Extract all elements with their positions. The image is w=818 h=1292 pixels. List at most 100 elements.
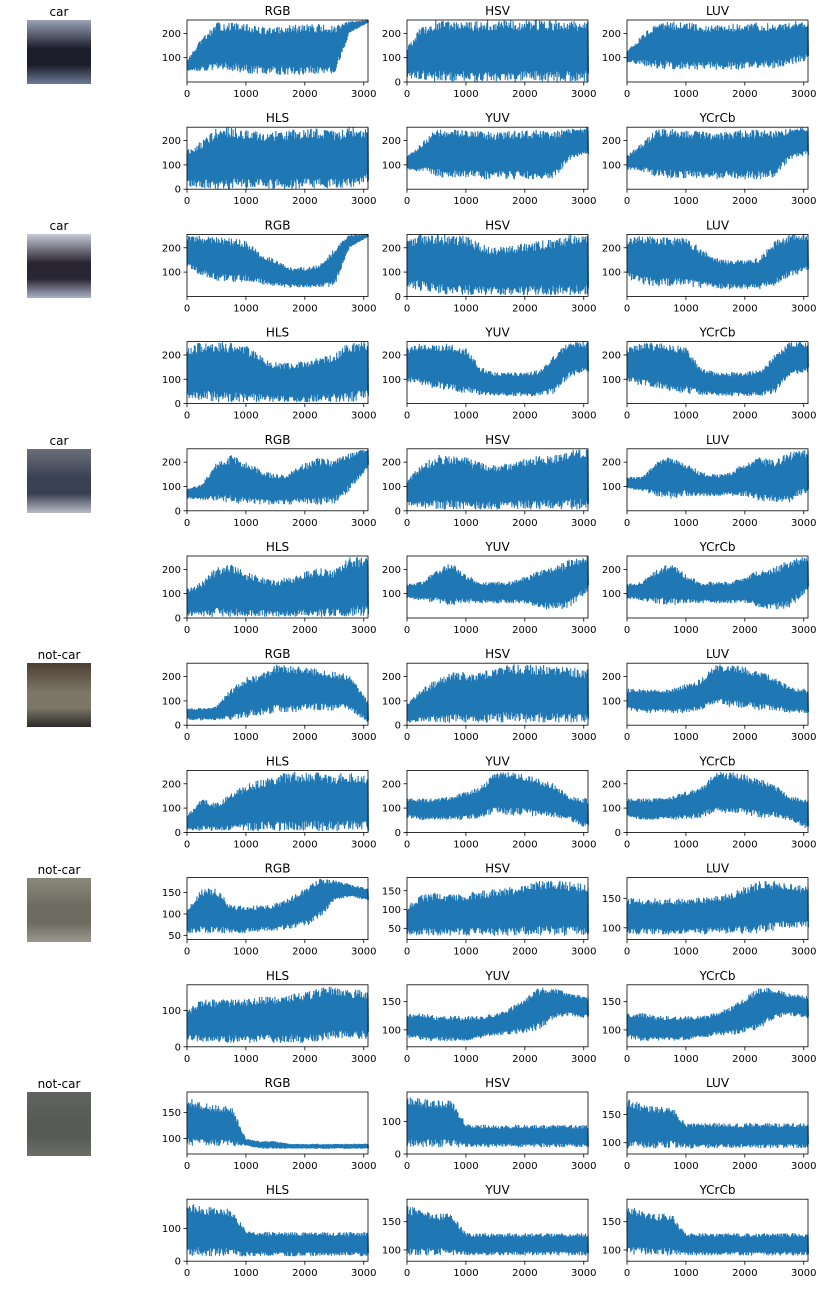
x-tick-label: 2000 <box>512 89 537 100</box>
axes-frame <box>186 662 369 726</box>
subplot-title: RGB <box>265 433 291 447</box>
y-tick-label: 200 <box>162 350 181 361</box>
series-line <box>626 771 809 828</box>
x-tick-label: 3000 <box>791 411 816 422</box>
series-line <box>626 1099 809 1149</box>
series-line <box>186 1099 369 1149</box>
x-tick-label: 3000 <box>791 732 816 743</box>
subplot-yuv: YUV 0 1000 2000 3000 0 100 200 <box>382 754 597 850</box>
x-tick-label: 2000 <box>292 518 317 529</box>
y-tick-label: 0 <box>175 399 181 410</box>
y-tick-label: 0 <box>615 828 621 839</box>
x-tick-label: 3000 <box>351 303 376 314</box>
x-tick-label: 2000 <box>292 89 317 100</box>
x-tick-label: 1000 <box>453 1161 478 1172</box>
y-tick-label: 0 <box>175 614 181 625</box>
sample-thumbnail <box>27 20 91 84</box>
subplot-hsv: HSV 0 1000 2000 3000 0 100 200 <box>382 433 597 529</box>
sample-thumbnail <box>27 234 91 299</box>
x-tick-label: 1000 <box>673 732 698 743</box>
subplot-title: YUV <box>484 969 510 983</box>
y-tick-label: 100 <box>382 268 401 279</box>
x-tick-label: 2000 <box>292 1268 317 1279</box>
x-tick-label: 0 <box>184 1161 190 1172</box>
x-tick-label: 0 <box>624 839 630 850</box>
sample-label: not-car <box>37 1077 81 1091</box>
x-tick-label: 0 <box>404 625 410 636</box>
series-line <box>406 1097 589 1148</box>
x-tick-label: 1000 <box>233 732 258 743</box>
x-tick-label: 1000 <box>233 1054 258 1065</box>
y-tick-label: 100 <box>382 589 401 600</box>
y-tick-label: 150 <box>602 1110 621 1121</box>
subplot-title: YCrCb <box>699 1183 736 1197</box>
axes-frame <box>186 984 369 1048</box>
x-tick-label: 2000 <box>732 89 757 100</box>
subplot-ycrcb: YCrCb 0 1000 2000 3000 100 150 <box>602 1183 817 1279</box>
y-tick-label: 100 <box>602 1025 621 1036</box>
x-tick-label: 3000 <box>571 732 596 743</box>
x-tick-label: 1000 <box>673 947 698 958</box>
y-tick-label: 100 <box>162 909 181 920</box>
sample-label: car <box>49 219 69 234</box>
series-line <box>626 341 809 397</box>
axes-frame <box>626 1198 809 1262</box>
axes-frame <box>186 555 369 619</box>
subplot-title: HLS <box>266 326 289 340</box>
x-tick-label: 2000 <box>292 411 317 422</box>
subplot-title: HSV <box>485 218 511 232</box>
y-tick-label: 100 <box>602 53 621 64</box>
subplot-title: HLS <box>266 111 289 125</box>
x-tick-label: 1000 <box>453 625 478 636</box>
series-line <box>186 771 369 832</box>
x-tick-label: 3000 <box>351 839 376 850</box>
x-tick-label: 3000 <box>351 196 376 207</box>
x-tick-label: 1000 <box>673 196 698 207</box>
subplot-title: RGB <box>265 218 291 232</box>
subplot-rgb: RGB 0 1000 2000 3000 0 100 200 <box>162 647 377 743</box>
y-tick-label: 100 <box>162 1006 181 1017</box>
y-tick-label: 50 <box>168 931 181 942</box>
sample-label: not-car <box>37 862 81 877</box>
subplot-yuv: YUV 0 1000 2000 3000 100 150 <box>382 1183 597 1279</box>
x-tick-label: 3000 <box>351 947 376 958</box>
subplot-title: YUV <box>484 754 510 768</box>
x-tick-label: 1000 <box>453 947 478 958</box>
x-tick-label: 1000 <box>453 1268 478 1279</box>
y-tick-label: 150 <box>382 997 401 1008</box>
x-tick-label: 3000 <box>351 518 376 529</box>
y-tick-label: 100 <box>162 160 181 171</box>
x-tick-label: 3000 <box>571 303 596 314</box>
x-tick-label: 1000 <box>233 303 258 314</box>
x-tick-label: 0 <box>624 1054 630 1065</box>
y-tick-label: 200 <box>602 29 621 40</box>
x-tick-label: 3000 <box>791 196 816 207</box>
x-tick-label: 0 <box>624 947 630 958</box>
y-tick-label: 200 <box>162 779 181 790</box>
y-tick-label: 0 <box>175 721 181 732</box>
y-tick-label: 100 <box>382 696 401 707</box>
subplot-luv: LUV 0 1000 2000 3000 100 200 <box>602 218 817 314</box>
y-tick-label: 100 <box>382 1245 401 1256</box>
y-tick-label: 100 <box>602 1245 621 1256</box>
y-tick-label: 200 <box>162 29 181 40</box>
axes-frame <box>186 341 369 405</box>
axes-frame <box>406 770 589 833</box>
x-tick-label: 1000 <box>673 1268 698 1279</box>
x-tick-label: 0 <box>184 303 190 314</box>
axes-frame <box>186 770 369 833</box>
subplot-title: HLS <box>266 1183 289 1197</box>
y-tick-label: 200 <box>602 458 621 469</box>
y-tick-label: 150 <box>602 894 621 905</box>
subplot-title: YUV <box>484 111 510 125</box>
subplot-luv: LUV 0 1000 2000 3000 100 150 <box>602 1076 817 1172</box>
x-tick-label: 1000 <box>233 196 258 207</box>
axes-frame <box>406 877 589 940</box>
y-tick-label: 200 <box>382 29 401 40</box>
axes-frame <box>626 877 809 940</box>
x-tick-label: 0 <box>404 1054 410 1065</box>
subplot-title: YCrCb <box>699 111 736 125</box>
x-tick-label: 0 <box>404 839 410 850</box>
x-tick-label: 3000 <box>571 947 596 958</box>
y-tick-label: 200 <box>602 672 621 683</box>
